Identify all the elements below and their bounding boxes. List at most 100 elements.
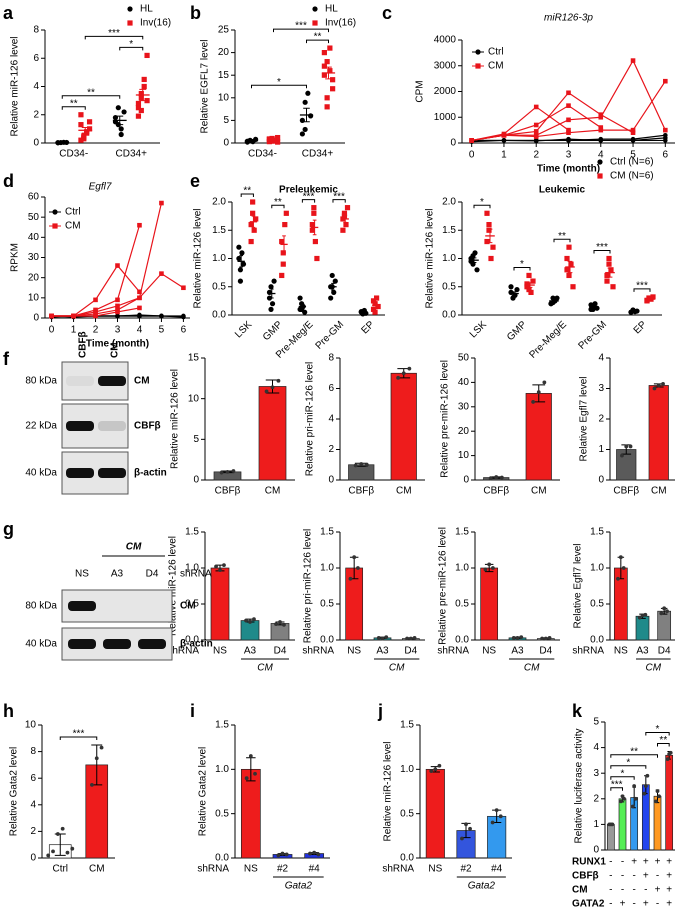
legend-marker	[312, 20, 318, 26]
y-tick-label: 0	[30, 853, 36, 864]
x-tick-label: CBFβ	[215, 486, 241, 497]
data-point	[364, 462, 369, 467]
data-point	[663, 138, 668, 143]
significance-label: ***	[333, 191, 345, 202]
significance-label: *	[656, 724, 660, 735]
lane-label: A3	[111, 569, 124, 580]
significance-bracket	[61, 106, 86, 110]
data-point	[606, 255, 612, 262]
data-point	[490, 820, 495, 825]
row-sign: +	[631, 857, 637, 868]
significance-label: ***	[295, 21, 307, 32]
x-tick-label: D4	[274, 646, 287, 657]
y-axis-label: Relative Gata2 level	[9, 747, 20, 837]
data-point	[637, 615, 642, 620]
data-point	[299, 131, 305, 137]
error-bar	[325, 66, 332, 80]
data-point	[533, 134, 539, 139]
data-point	[604, 272, 610, 279]
x-tick-label: 6	[663, 150, 669, 161]
row-sign: +	[655, 885, 661, 896]
data-point	[283, 210, 289, 216]
y-tick-label: 2	[30, 826, 36, 837]
data-point	[352, 555, 357, 560]
data-point	[356, 566, 360, 570]
panel-label: c	[382, 3, 392, 23]
x-tick-label: A3	[244, 646, 257, 657]
data-point	[222, 563, 226, 568]
blot-band	[68, 639, 96, 649]
data-point	[488, 255, 494, 262]
data-point	[248, 620, 252, 624]
data-point	[401, 371, 406, 376]
data-point	[302, 126, 308, 133]
data-point	[384, 635, 389, 640]
y-tick-label: 4	[30, 799, 36, 810]
significance-label: ***	[611, 779, 623, 790]
data-point	[268, 306, 274, 312]
data-point	[236, 255, 242, 262]
y-tick-label: 0	[598, 475, 604, 486]
significance-label: **	[243, 186, 251, 197]
row-sign: +	[666, 885, 672, 896]
row-sign: -	[621, 885, 624, 896]
y-axis-label: RPKM	[10, 243, 21, 272]
data-point	[566, 103, 571, 108]
row-sign: -	[644, 885, 647, 896]
error-bar	[361, 311, 366, 314]
data-point	[264, 389, 269, 394]
legend-label: Inv(16)	[325, 18, 356, 29]
y-tick-label: 6	[33, 53, 39, 64]
data-point	[484, 210, 490, 216]
data-point	[508, 284, 514, 290]
data-point	[540, 636, 544, 641]
x-tick-label: NS	[213, 646, 227, 657]
x-tick-label: 6	[181, 325, 187, 336]
y-tick-label: 1.5	[212, 225, 226, 236]
data-point	[621, 566, 626, 570]
y-tick-label: 1	[593, 819, 599, 830]
error-bar	[567, 260, 573, 274]
data-point	[214, 564, 218, 569]
data-point	[501, 138, 507, 143]
data-point	[159, 313, 164, 319]
x-tick-label: 3	[115, 325, 121, 336]
x-tick-label: NS	[244, 864, 258, 875]
x-tick-label: CM	[531, 486, 547, 497]
row-sign: +	[643, 899, 649, 910]
x-tick-label: LSK	[233, 319, 254, 340]
blot-band	[138, 639, 166, 649]
data-point	[498, 814, 503, 819]
blot-band	[98, 376, 126, 386]
data-point	[598, 125, 604, 130]
data-point	[486, 222, 492, 228]
blot-band	[66, 421, 94, 431]
data-point	[566, 244, 572, 250]
row-sign: -	[621, 871, 624, 882]
significance-label: *	[621, 768, 625, 779]
panel-label: f	[3, 349, 10, 369]
error-bar	[551, 299, 557, 303]
panel-label: d	[3, 171, 14, 191]
legend-label: Ctrl	[488, 47, 504, 58]
y-tick-label: 0	[463, 475, 469, 486]
y-tick-label: 2	[593, 793, 599, 804]
panel-label: a	[3, 3, 14, 23]
x-tick-label: 2	[533, 150, 539, 161]
data-point	[655, 789, 660, 794]
data-point	[311, 205, 317, 211]
data-point	[297, 295, 303, 301]
y-tick-label: 15	[218, 70, 230, 81]
data-point	[620, 453, 624, 458]
significance-label: ***	[73, 729, 85, 740]
legend-marker	[127, 20, 133, 26]
chart-title: Preleukemic	[279, 185, 338, 196]
data-point	[248, 238, 254, 245]
data-point	[528, 289, 534, 295]
data-point	[244, 618, 248, 623]
data-point	[327, 45, 333, 51]
data-point	[622, 796, 626, 801]
x-prefix-label: shRNA	[302, 646, 334, 657]
chart-title: Egfl7	[89, 182, 112, 193]
y-tick-label: 1.0	[590, 563, 604, 574]
